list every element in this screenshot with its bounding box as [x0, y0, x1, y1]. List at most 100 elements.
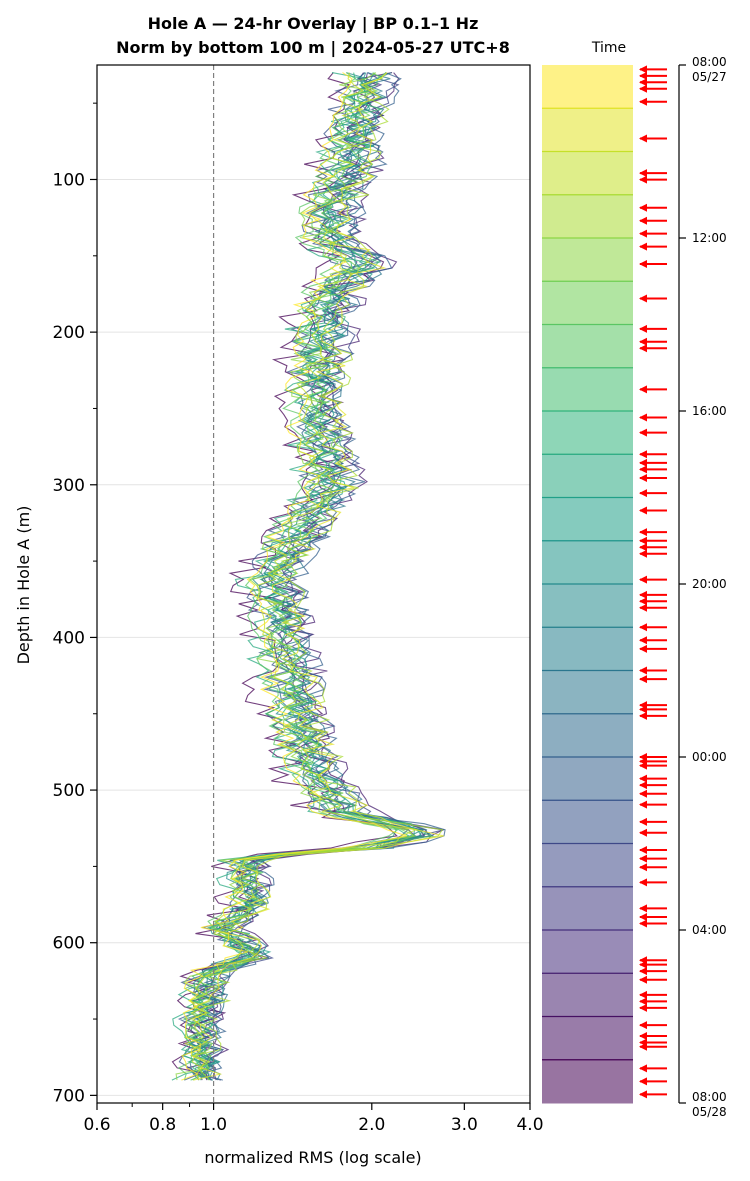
colorbar-band	[542, 194, 633, 239]
event-arrow	[639, 78, 667, 87]
event-arrow	[639, 761, 667, 770]
event-arrow-head	[639, 919, 647, 928]
colorbar-band	[542, 1059, 633, 1104]
colorbar-band	[542, 1016, 633, 1061]
event-arrow-head	[639, 644, 647, 653]
y-tick-label: 100	[53, 170, 85, 190]
event-arrow-head	[639, 71, 647, 80]
event-arrow-head	[639, 705, 647, 714]
time-tick-label: 00:00	[692, 750, 727, 764]
event-arrow	[639, 675, 667, 684]
colorbar-band	[542, 930, 633, 974]
event-arrow-head	[639, 711, 647, 720]
event-arrow-head	[639, 817, 647, 826]
colorbar-band	[542, 670, 633, 715]
chart-title-line-1: Hole A — 24-hr Overlay | BP 0.1–1 Hz	[148, 14, 479, 34]
time-tick-label: 05/28	[692, 1105, 727, 1119]
event-arrow	[639, 990, 667, 999]
event-arrow-head	[639, 78, 647, 87]
event-arrow-head	[639, 597, 647, 606]
event-arrow	[639, 904, 667, 913]
event-arrow	[639, 549, 667, 558]
event-arrow	[639, 458, 667, 467]
event-arrow	[639, 845, 667, 854]
colorbar-band	[542, 886, 633, 931]
event-arrow-head	[639, 175, 647, 184]
colorbar-band	[542, 411, 633, 455]
rms-curve-23	[190, 72, 444, 1081]
x-tick-label: 0.8	[149, 1115, 176, 1135]
colorbar-band	[542, 151, 633, 196]
event-arrow-head	[639, 1021, 647, 1030]
time-tick-label: 04:00	[692, 923, 727, 937]
event-arrow	[639, 1021, 667, 1030]
colorbar-band	[542, 324, 633, 369]
event-arrow-head	[639, 428, 647, 437]
event-arrow-head	[639, 761, 647, 770]
event-arrow-head	[639, 913, 647, 922]
y-axis-ticks: 100 200 300 400 500 600 700	[53, 102, 97, 1106]
x-tick-label: 3.0	[451, 1115, 478, 1135]
y-tick-label: 200	[53, 323, 85, 343]
event-arrow-head	[639, 997, 647, 1006]
colorbar-band	[542, 973, 633, 1017]
event-arrow-head	[639, 169, 647, 178]
event-arrow-head	[639, 242, 647, 251]
event-arrow	[639, 644, 667, 653]
colorbar-band	[542, 584, 633, 628]
colorbar-band	[542, 65, 633, 109]
event-arrow	[639, 450, 667, 459]
event-arrow-head	[639, 1090, 647, 1099]
chart-title-line-2: Norm by bottom 100 m | 2024-05-27 UTC+8	[116, 38, 510, 58]
event-arrow-head	[639, 385, 647, 394]
event-arrow	[639, 997, 667, 1006]
event-arrow-head	[639, 1042, 647, 1051]
x-tick-label: 2.0	[358, 1115, 385, 1135]
event-arrow	[639, 789, 667, 798]
event-arrow-head	[639, 800, 647, 809]
event-arrow-head	[639, 774, 647, 783]
event-arrow-head	[639, 344, 647, 353]
event-arrow	[639, 474, 667, 483]
time-tick-label: 12:00	[692, 231, 727, 245]
event-arrow-head	[639, 1031, 647, 1040]
event-arrow	[639, 344, 667, 353]
event-arrow	[639, 967, 667, 976]
event-arrow-head	[639, 845, 647, 854]
colorbar-band	[542, 454, 633, 498]
y-tick-label: 700	[53, 1086, 85, 1106]
event-arrow	[639, 705, 667, 714]
rms-curve-6	[194, 72, 444, 1081]
colorbar-band	[542, 238, 633, 282]
x-axis-label: normalized RMS (log scale)	[204, 1148, 421, 1167]
y-tick-label: 600	[53, 934, 85, 954]
event-arrow-head	[639, 636, 647, 645]
event-arrow	[639, 1003, 667, 1012]
event-arrow	[639, 169, 667, 178]
event-arrow	[639, 84, 667, 93]
event-arrow	[639, 528, 667, 537]
event-arrow	[639, 259, 667, 268]
event-arrow	[639, 413, 667, 422]
event-arrow	[639, 590, 667, 599]
event-arrow-head	[639, 549, 647, 558]
rms-curves	[171, 72, 446, 1081]
rms-curve-12	[180, 72, 425, 1081]
event-arrow-head	[639, 863, 647, 872]
rms-curve-19	[187, 72, 418, 1081]
time-tick-label: 20:00	[692, 577, 727, 591]
event-arrow-head	[639, 575, 647, 584]
event-arrow	[639, 597, 667, 606]
event-arrow	[639, 575, 667, 584]
event-arrow-head	[639, 259, 647, 268]
event-markers	[639, 65, 667, 1099]
time-tick-label: 16:00	[692, 404, 727, 418]
event-arrow	[639, 878, 667, 887]
time-tick-label: 05/27	[692, 70, 727, 84]
rms-curve-11	[194, 72, 435, 1081]
event-arrow-head	[639, 465, 647, 474]
rms-curve-1	[171, 72, 398, 1081]
event-arrow-head	[639, 528, 647, 537]
event-arrow	[639, 1031, 667, 1040]
y-tick-label: 300	[53, 476, 85, 496]
